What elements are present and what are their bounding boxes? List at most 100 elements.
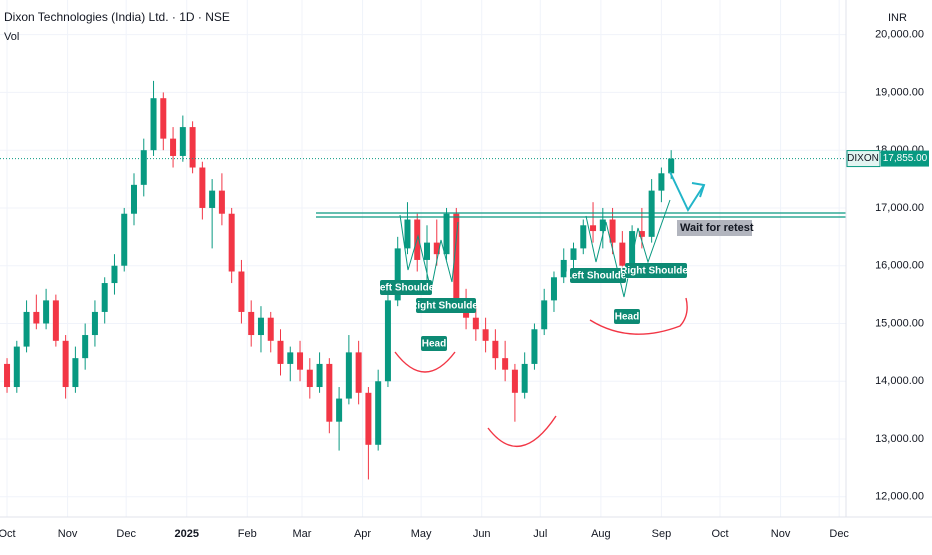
candle-body xyxy=(345,352,352,399)
axes: 12,000.00 13,000.00 14,000.00 15,000.00 16,0… xyxy=(0,29,929,540)
candle-body xyxy=(609,219,616,243)
candle-body xyxy=(43,300,50,324)
candle-body xyxy=(521,363,528,393)
candle-body xyxy=(189,127,196,168)
x-tick-label: Jul xyxy=(533,528,547,540)
candle-body xyxy=(267,317,274,341)
candle-body xyxy=(355,352,362,393)
candle-body xyxy=(433,242,440,255)
candle-body xyxy=(599,219,606,232)
candle-body xyxy=(638,231,645,237)
candle-body xyxy=(101,283,108,312)
candle-body xyxy=(326,363,333,422)
candle-body xyxy=(306,369,313,388)
candle-body xyxy=(33,311,40,324)
y-tick-label: 15,000.00 xyxy=(875,317,924,329)
candle-body xyxy=(472,317,479,330)
grid xyxy=(0,0,846,517)
annotation: Head xyxy=(422,339,446,350)
candle-body xyxy=(580,225,587,249)
label-box xyxy=(625,263,687,278)
candle-body xyxy=(590,225,597,232)
annotation: Left Shoulder xyxy=(566,271,631,282)
x-tick-label: Dec xyxy=(116,528,136,540)
x-tick-label: Nov xyxy=(771,528,791,540)
candle-body xyxy=(72,358,79,388)
x-tick-label: May xyxy=(411,528,432,540)
candle-body xyxy=(248,311,255,336)
x-tick-label: Jun xyxy=(473,528,491,540)
price-tag xyxy=(881,150,929,167)
candle-body xyxy=(404,219,411,249)
annotation: Wait for retest xyxy=(680,222,754,234)
candle-body xyxy=(131,184,138,214)
annotation: Right Shoulder xyxy=(410,301,482,312)
candle-body xyxy=(668,158,675,174)
candle-body xyxy=(199,167,206,208)
x-tick-label: Nov xyxy=(58,528,78,540)
candle-body xyxy=(257,317,264,336)
candle-body xyxy=(179,127,186,156)
annotation: Left Shoulder xyxy=(374,283,439,294)
symbol-tag xyxy=(846,150,881,168)
candle-body xyxy=(4,363,11,388)
candle-body xyxy=(424,242,431,260)
candle-body xyxy=(170,138,177,156)
candle-body xyxy=(140,150,147,185)
y-tick-label: 12,000.00 xyxy=(875,491,924,503)
x-tick-label: Sep xyxy=(652,528,672,540)
candle-body xyxy=(218,190,225,214)
label-box xyxy=(614,309,640,324)
candle-body xyxy=(492,340,499,359)
candle-body xyxy=(150,98,157,151)
candle-body xyxy=(277,340,284,364)
candle-body xyxy=(228,213,235,272)
annotation: Head xyxy=(615,312,639,323)
pattern-line xyxy=(585,199,671,298)
candle-body xyxy=(336,398,343,422)
candle-body xyxy=(482,329,489,341)
subtitle: Vol xyxy=(4,31,19,43)
candle-body xyxy=(365,392,372,445)
candle-body xyxy=(541,300,548,330)
candle-body xyxy=(375,381,382,445)
candle-body xyxy=(121,213,128,266)
label-box xyxy=(677,220,752,236)
title: Dixon Technologies (India) Ltd. · 1D · N… xyxy=(4,10,230,24)
candle-body xyxy=(648,190,655,237)
candle-body xyxy=(160,98,167,139)
candle-body xyxy=(297,352,304,370)
label-box xyxy=(570,268,626,283)
label-box xyxy=(416,298,476,313)
currency: INR xyxy=(888,12,907,24)
y-tick-label: 13,000.00 xyxy=(875,433,924,445)
candle-body xyxy=(82,335,89,359)
candle-body xyxy=(384,300,391,382)
label-box xyxy=(421,336,447,351)
x-tick-label: 2025 xyxy=(174,528,198,540)
candle-body xyxy=(23,311,30,347)
candle-body xyxy=(443,213,450,255)
candle-body xyxy=(287,352,294,364)
annotation: Right Shoulder xyxy=(620,266,692,277)
curve xyxy=(589,297,688,335)
symbol-tag-label: DIXON xyxy=(847,153,879,164)
candle-body xyxy=(238,271,245,312)
candle-body xyxy=(52,300,59,341)
curve xyxy=(487,415,557,448)
arrow-head xyxy=(691,182,706,198)
x-tick-label: Mar xyxy=(293,528,312,540)
candle-body xyxy=(629,231,636,266)
candle-body xyxy=(560,259,567,278)
price-tag-label: 17,855.00 xyxy=(883,153,928,164)
y-tick-label: 17,000.00 xyxy=(875,202,924,214)
x-tick-label: Aug xyxy=(591,528,611,540)
candle-body xyxy=(531,329,538,364)
x-tick-label: Oct xyxy=(0,528,16,540)
candle-body xyxy=(502,358,509,370)
candle-body xyxy=(91,311,98,336)
candle-body xyxy=(619,242,626,266)
x-tick-label: Dec xyxy=(829,528,849,540)
x-tick-label: Apr xyxy=(354,528,371,540)
candle-body xyxy=(658,173,665,191)
